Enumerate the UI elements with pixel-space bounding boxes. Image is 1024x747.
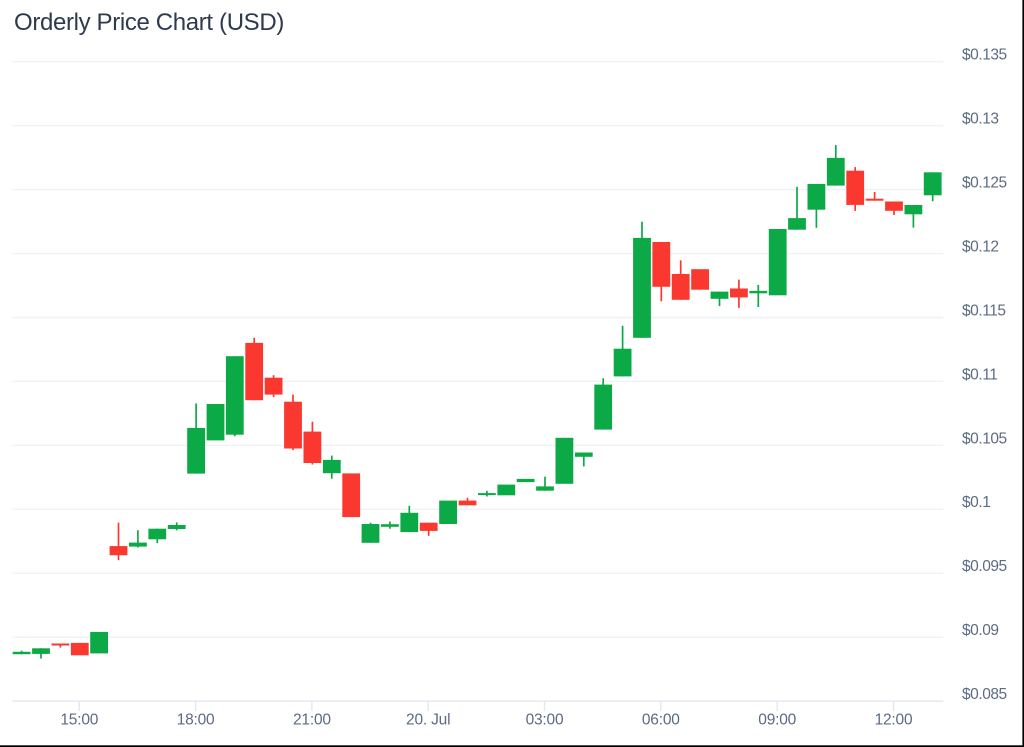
svg-text:$0.095: $0.095 xyxy=(962,558,1007,575)
svg-text:$0.115: $0.115 xyxy=(962,302,1006,319)
svg-text:$0.13: $0.13 xyxy=(962,111,999,128)
svg-text:12:00: 12:00 xyxy=(875,712,913,729)
svg-text:03:00: 03:00 xyxy=(526,712,564,729)
svg-text:15:00: 15:00 xyxy=(60,712,98,729)
svg-text:$0.1: $0.1 xyxy=(962,494,990,511)
svg-text:20. Jul: 20. Jul xyxy=(406,712,450,729)
svg-text:$0.09: $0.09 xyxy=(962,622,999,639)
svg-text:$0.105: $0.105 xyxy=(962,430,1007,447)
svg-text:18:00: 18:00 xyxy=(177,712,215,729)
svg-text:$0.11: $0.11 xyxy=(962,366,997,383)
svg-text:21:00: 21:00 xyxy=(293,712,331,729)
svg-text:$0.085: $0.085 xyxy=(962,686,1007,703)
svg-text:$0.135: $0.135 xyxy=(962,47,1007,64)
svg-text:06:00: 06:00 xyxy=(642,712,680,729)
svg-text:Orderly Price Chart (USD): Orderly Price Chart (USD) xyxy=(14,9,284,36)
svg-text:$0.125: $0.125 xyxy=(962,175,1007,192)
svg-text:$0.12: $0.12 xyxy=(962,239,999,256)
svg-text:09:00: 09:00 xyxy=(758,712,796,729)
